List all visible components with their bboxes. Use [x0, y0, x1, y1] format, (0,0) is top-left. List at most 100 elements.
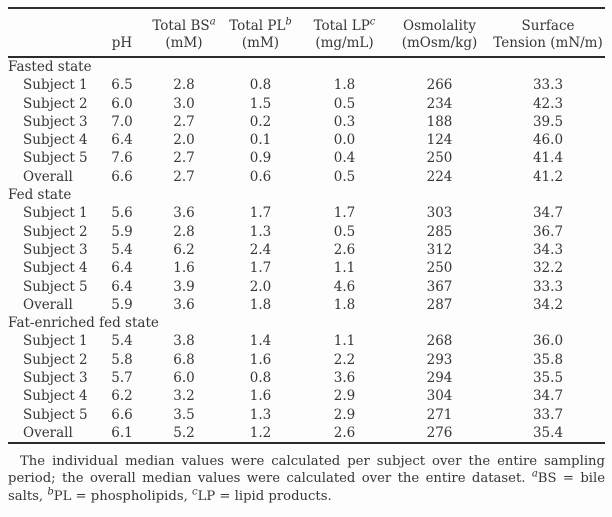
value-cell: 3.2 [173, 388, 195, 405]
value-cell: 6.2 [173, 241, 195, 258]
value-cell: 224 [426, 168, 453, 185]
row-label: Subject 4 [23, 132, 88, 149]
table-row: Overall 6.1 5.2 1.2 2.6 276 35.4 [8, 424, 605, 443]
value-cell: 1.6 [249, 351, 272, 368]
group-header-row: Fasted state [8, 57, 605, 76]
value-cell: 287 [426, 296, 453, 313]
value-cell: 41.2 [532, 168, 564, 185]
value-cell: 0.8 [249, 77, 272, 94]
value-cell: 1.8 [249, 296, 272, 313]
table-row: Subject 2 6.0 3.0 1.5 0.5 234 42.3 [8, 95, 605, 113]
value-cell: 276 [426, 424, 453, 441]
value-cell: 268 [426, 333, 453, 350]
value-cell: 0.3 [333, 113, 356, 130]
footnote-marker-c: c [369, 16, 376, 28]
row-label: Subject 2 [23, 351, 88, 368]
value-cell: 6.6 [111, 168, 133, 185]
value-cell: 1.5 [249, 95, 272, 112]
value-cell: 1.1 [333, 260, 356, 277]
table-row: Subject 5 7.6 2.7 0.9 0.4 250 41.4 [8, 149, 605, 167]
value-cell: 35.5 [532, 370, 564, 387]
value-cell: 1.3 [249, 223, 272, 240]
value-cell: 312 [426, 241, 453, 258]
value-cell: 46.0 [532, 132, 564, 149]
value-cell: 0.8 [249, 370, 272, 387]
value-cell: 34.3 [532, 241, 564, 258]
value-cell: 2.7 [173, 168, 195, 185]
value-cell: 266 [426, 77, 453, 94]
row-label: Subject 4 [23, 260, 88, 277]
value-cell: 5.9 [111, 223, 133, 240]
value-cell: 3.0 [173, 95, 195, 112]
table-row: Overall 6.6 2.7 0.6 0.5 224 41.2 [8, 168, 605, 186]
table-row: Subject 5 6.6 3.5 1.3 2.9 271 33.7 [8, 406, 605, 424]
value-cell: 33.3 [532, 278, 564, 295]
value-cell: 1.1 [333, 333, 356, 350]
header-surface-tension: Surface Tension (mN/m) [491, 8, 605, 58]
value-cell: 5.6 [111, 205, 133, 222]
header-surface-label: Surface [521, 18, 575, 34]
value-cell: 2.9 [333, 406, 356, 423]
value-cell: 3.6 [333, 370, 356, 387]
table-row: Subject 4 6.4 2.0 0.1 0.0 124 46.0 [8, 131, 605, 149]
value-cell: 6.1 [111, 424, 133, 441]
row-label: Subject 3 [23, 241, 88, 258]
table-row: Subject 2 5.9 2.8 1.3 0.5 285 36.7 [8, 223, 605, 241]
footnote-def-pl: PL = phospholipids, [53, 488, 192, 504]
value-cell: 1.2 [249, 424, 272, 441]
value-cell: 1.4 [249, 333, 272, 350]
value-cell: 6.4 [111, 132, 133, 149]
table-row: Subject 3 5.4 6.2 2.4 2.6 312 34.3 [8, 241, 605, 259]
value-cell: 5.7 [111, 370, 133, 387]
footnote-sup-a: a [531, 469, 538, 481]
value-cell: 304 [426, 388, 453, 405]
value-cell: 3.9 [173, 278, 195, 295]
value-cell: 0.6 [249, 168, 272, 185]
value-cell: 1.8 [333, 296, 356, 313]
value-cell: 7.6 [111, 150, 133, 167]
row-label: Subject 4 [23, 388, 88, 405]
value-cell: 1.7 [249, 260, 272, 277]
table-row: Overall 5.9 3.6 1.8 1.8 287 34.2 [8, 296, 605, 314]
group-header-row: Fat-enriched fed state [8, 314, 605, 332]
group-label: Fat-enriched fed state [8, 315, 159, 332]
value-cell: 2.6 [333, 424, 356, 441]
header-osmolality-label: Osmolality [403, 18, 476, 34]
value-cell: 2.8 [173, 77, 195, 94]
value-cell: 0.1 [249, 132, 272, 149]
footnote-text: The individual median values were calcul… [8, 454, 605, 487]
header-total-pl-label: Total PL [229, 18, 286, 34]
header-osmolality-unit: (mOsm/kg) [401, 35, 478, 51]
value-cell: 294 [426, 370, 453, 387]
table-footnote: The individual median values were calcul… [8, 453, 605, 505]
value-cell: 6.0 [111, 95, 133, 112]
value-cell: 33.3 [532, 77, 564, 94]
value-cell: 6.0 [173, 370, 195, 387]
table-row: Subject 5 6.4 3.9 2.0 4.6 367 33.3 [8, 278, 605, 296]
value-cell: 303 [426, 205, 453, 222]
value-cell: 5.9 [111, 296, 133, 313]
value-cell: 34.7 [532, 388, 564, 405]
value-cell: 0.2 [249, 113, 272, 130]
value-cell: 39.5 [532, 113, 564, 130]
value-cell: 2.0 [173, 132, 195, 149]
value-cell: 293 [426, 351, 453, 368]
group-label: Fed state [8, 187, 72, 204]
value-cell: 0.0 [333, 132, 356, 149]
value-cell: 3.6 [173, 205, 195, 222]
value-cell: 35.4 [532, 424, 564, 441]
header-total-pl: Total PLb (mM) [220, 8, 301, 58]
value-cell: 3.5 [173, 406, 195, 423]
table-row: Subject 1 6.5 2.8 0.8 1.8 266 33.3 [8, 76, 605, 94]
header-osmolality: Osmolality (mOsm/kg) [388, 8, 491, 58]
row-label: Overall [23, 424, 73, 441]
value-cell: 2.8 [173, 223, 195, 240]
value-cell: 41.4 [532, 150, 564, 167]
group-header-row: Fed state [8, 186, 605, 204]
paper-table-figure: pH Total BSa (mM) Total PLb (mM) Total LPc… [8, 7, 605, 505]
value-cell: 0.4 [333, 150, 356, 167]
value-cell: 367 [426, 278, 453, 295]
value-cell: 33.7 [532, 406, 564, 423]
value-cell: 6.6 [111, 406, 133, 423]
value-cell: 6.4 [111, 260, 133, 277]
